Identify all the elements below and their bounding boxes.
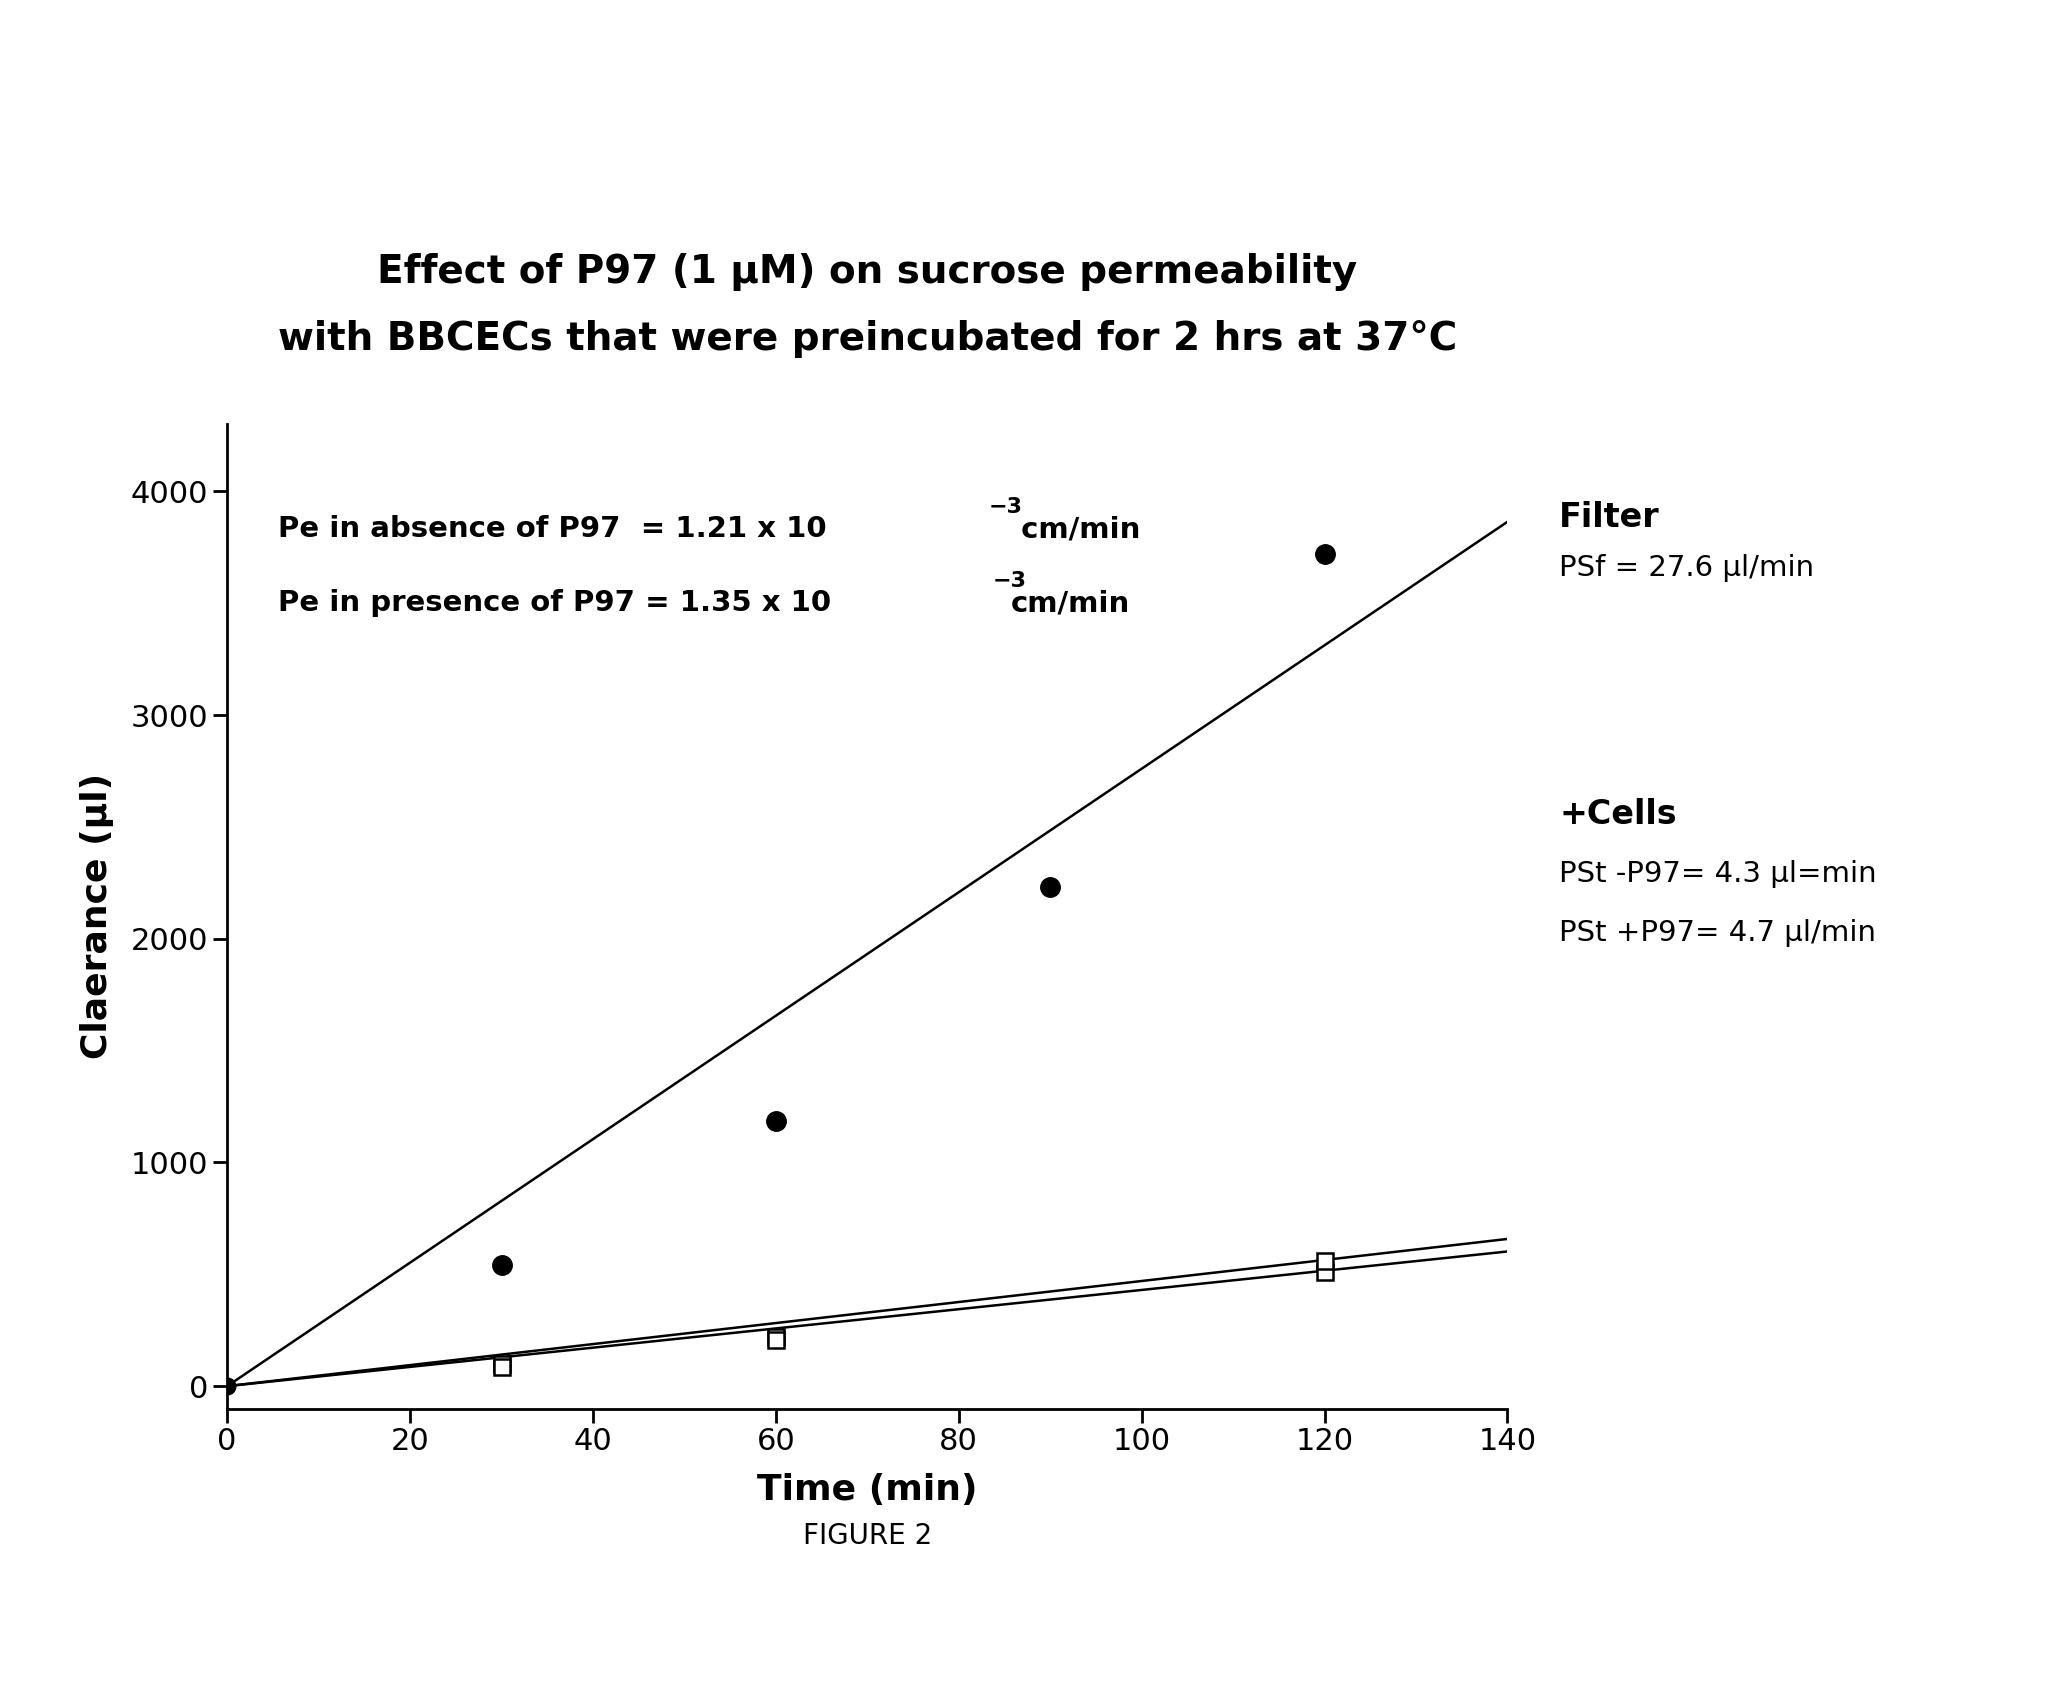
X-axis label: Time (min): Time (min) [758,1473,977,1507]
Text: PSt +P97= 4.7 μl/min: PSt +P97= 4.7 μl/min [1559,920,1877,947]
Text: Effect of P97 (1 μM) on sucrose permeability: Effect of P97 (1 μM) on sucrose permeabi… [378,253,1357,290]
Text: cm/min: cm/min [1010,589,1130,618]
Text: FIGURE 2: FIGURE 2 [803,1522,931,1549]
Y-axis label: Claerance (μl): Claerance (μl) [81,774,114,1059]
Text: Filter: Filter [1559,501,1660,535]
Text: −3: −3 [989,497,1022,518]
Text: cm/min: cm/min [1010,516,1140,543]
Text: −3: −3 [993,570,1026,591]
Text: +Cells: +Cells [1559,798,1677,832]
Text: PSf = 27.6 μl/min: PSf = 27.6 μl/min [1559,555,1815,582]
Text: Pe in presence of P97 = 1.35 x 10: Pe in presence of P97 = 1.35 x 10 [279,589,832,618]
Text: Pe in absence of P97  = 1.21 x 10: Pe in absence of P97 = 1.21 x 10 [279,516,826,543]
Text: with BBCECs that were preincubated for 2 hrs at 37°C: with BBCECs that were preincubated for 2… [277,321,1458,358]
Text: PSt -P97= 4.3 μl=min: PSt -P97= 4.3 μl=min [1559,860,1877,888]
